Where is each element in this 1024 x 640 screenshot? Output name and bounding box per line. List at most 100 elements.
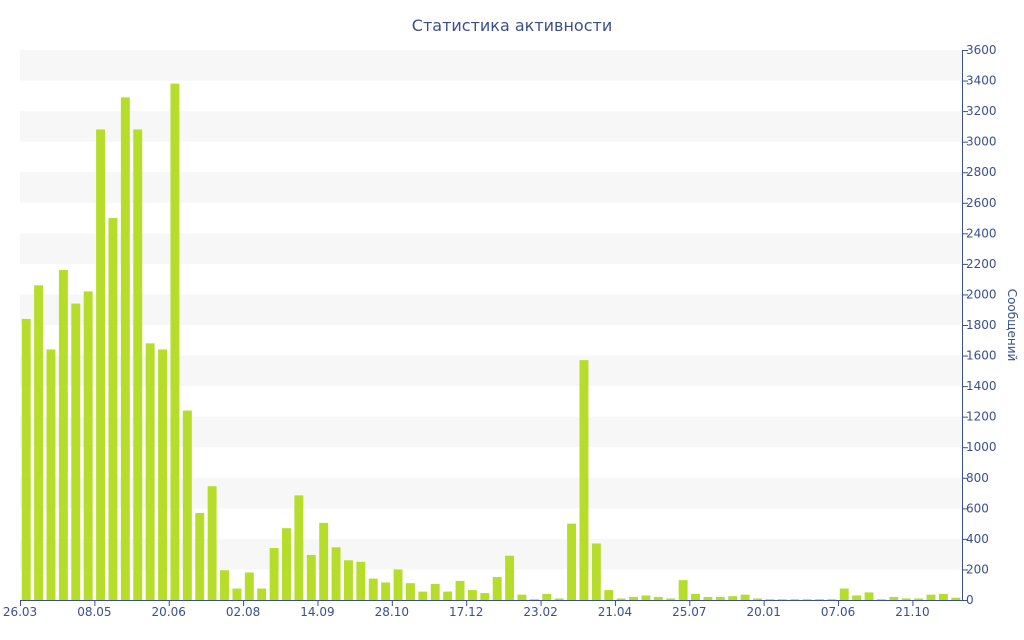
bar xyxy=(120,97,130,601)
bar xyxy=(418,591,428,600)
bar xyxy=(34,285,44,600)
bar xyxy=(604,590,614,600)
y-axis-ticks: 0 200 400 600 800 1000 1200 1400 1600 1800 2000 220… xyxy=(962,43,997,607)
bar xyxy=(145,343,155,600)
bar xyxy=(864,592,874,600)
bar xyxy=(901,598,911,600)
x-tick-label: 08.05 xyxy=(77,605,111,619)
bar xyxy=(914,598,924,600)
y-tick-label: 1000 xyxy=(966,440,997,454)
bar xyxy=(554,598,564,600)
bar xyxy=(443,591,453,600)
grid-band xyxy=(20,111,962,142)
bar xyxy=(728,596,738,600)
bar xyxy=(46,349,56,600)
bar xyxy=(542,593,552,600)
bar xyxy=(83,291,93,600)
x-tick-label: 20.06 xyxy=(152,605,186,619)
y-tick-label: 0 xyxy=(966,593,974,607)
y-tick-label: 1400 xyxy=(966,379,997,393)
bar xyxy=(282,528,291,600)
bar xyxy=(96,129,106,600)
bar xyxy=(133,129,143,600)
bar xyxy=(158,349,167,600)
bar xyxy=(294,495,304,600)
bar xyxy=(492,577,502,600)
y-tick-label: 2600 xyxy=(966,196,997,210)
bar xyxy=(629,596,638,600)
y-tick-label: 2800 xyxy=(966,165,997,179)
bar xyxy=(257,588,267,600)
bar xyxy=(467,590,477,600)
x-tick-label: 17.12 xyxy=(449,605,483,619)
y-tick-label: 3600 xyxy=(966,43,997,57)
y-axis-label: Сообщений xyxy=(1005,289,1019,362)
bar xyxy=(331,547,341,600)
chart-title: Статистика активности xyxy=(412,16,612,35)
bar xyxy=(753,598,762,600)
y-tick-label: 400 xyxy=(966,532,989,546)
x-tick-label: 23.02 xyxy=(523,605,557,619)
bar xyxy=(381,582,391,600)
bar xyxy=(58,270,68,600)
bar xyxy=(678,580,688,600)
bar xyxy=(691,593,700,600)
bar xyxy=(641,595,651,600)
bar xyxy=(889,596,899,600)
bar xyxy=(815,599,824,600)
y-tick-label: 3200 xyxy=(966,104,997,118)
bar xyxy=(21,318,31,600)
bar xyxy=(666,598,676,600)
grid-band xyxy=(20,50,962,81)
bar xyxy=(616,598,626,600)
y-tick-label: 2200 xyxy=(966,257,997,271)
y-tick-label: 2400 xyxy=(966,226,997,240)
bar xyxy=(827,599,837,600)
bar xyxy=(517,594,527,600)
bar xyxy=(182,410,192,600)
x-tick-label: 20.01 xyxy=(747,605,781,619)
bar xyxy=(852,595,862,600)
x-tick-label: 07.06 xyxy=(821,605,855,619)
y-tick-label: 1600 xyxy=(966,349,997,363)
x-tick-label: 25.07 xyxy=(672,605,706,619)
bar xyxy=(356,561,366,600)
y-tick-label: 3400 xyxy=(966,74,997,88)
bar xyxy=(344,560,353,600)
bar xyxy=(269,548,279,600)
bar xyxy=(195,512,205,600)
bar xyxy=(529,599,539,600)
grid-band xyxy=(20,294,962,325)
bar xyxy=(951,597,961,600)
bar xyxy=(740,594,750,600)
bar xyxy=(703,596,713,600)
bar xyxy=(765,599,775,600)
x-tick-label: 21.10 xyxy=(895,605,929,619)
bar xyxy=(306,554,316,600)
bar xyxy=(244,572,254,600)
x-axis-ticks: 26.03 08.05 20.06 02.08 14.09 28.10 17.12 23.02… xyxy=(3,600,930,619)
bar xyxy=(368,578,378,600)
bar xyxy=(715,596,725,600)
bar xyxy=(207,486,217,600)
y-tick-label: 1800 xyxy=(966,318,997,332)
bar xyxy=(591,543,601,600)
x-tick-label: 28.10 xyxy=(375,605,409,619)
y-tick-label: 600 xyxy=(966,501,989,515)
bar xyxy=(170,83,180,601)
bar xyxy=(839,588,849,600)
bar xyxy=(653,596,663,600)
y-tick-label: 2000 xyxy=(966,287,997,301)
bar xyxy=(777,599,787,600)
bar xyxy=(579,360,589,600)
x-tick-label: 26.03 xyxy=(3,605,37,619)
bar xyxy=(319,522,329,600)
y-tick-label: 3000 xyxy=(966,135,997,149)
bar xyxy=(876,599,886,600)
bar xyxy=(455,580,465,600)
y-tick-label: 1200 xyxy=(966,410,997,424)
bar xyxy=(232,588,242,600)
bar xyxy=(926,594,936,600)
bar xyxy=(505,555,515,600)
bar xyxy=(480,593,490,601)
